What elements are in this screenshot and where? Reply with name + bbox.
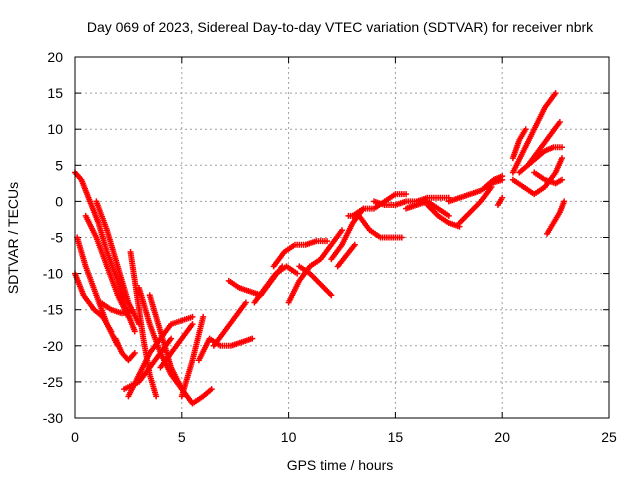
series-arc13 bbox=[125, 313, 196, 400]
data-points bbox=[72, 90, 568, 407]
data-point bbox=[168, 335, 175, 342]
data-point bbox=[339, 227, 345, 234]
y-tick-label: -20 bbox=[43, 338, 63, 354]
y-tick-label: 5 bbox=[55, 157, 63, 173]
series-arc29 bbox=[445, 176, 506, 205]
series-arc21 bbox=[296, 263, 335, 299]
data-point bbox=[499, 194, 506, 201]
series-arc30 bbox=[456, 183, 495, 227]
data-point bbox=[403, 191, 410, 198]
y-tick-label: 15 bbox=[47, 85, 63, 101]
series-arc16 bbox=[210, 299, 249, 349]
series-arc39 bbox=[544, 198, 568, 237]
data-point bbox=[189, 321, 196, 328]
series-arc23 bbox=[334, 241, 358, 270]
series-arc27 bbox=[403, 198, 452, 219]
data-point bbox=[324, 238, 331, 245]
series-arc11 bbox=[146, 292, 215, 407]
data-point bbox=[552, 90, 559, 97]
chart-title: Day 069 of 2023, Sidereal Day-to-day VTE… bbox=[87, 19, 594, 35]
x-tick-label: 5 bbox=[178, 429, 186, 445]
series-arc37 bbox=[509, 155, 566, 198]
data-point bbox=[153, 393, 160, 400]
series-arc05 bbox=[93, 198, 143, 328]
data-point bbox=[559, 144, 566, 151]
series-arc06 bbox=[97, 299, 136, 317]
series-arc28 bbox=[424, 202, 463, 230]
data-point bbox=[208, 386, 215, 393]
y-tick-label: 20 bbox=[47, 49, 63, 65]
x-tick-label: 20 bbox=[494, 429, 510, 445]
series-arc38 bbox=[531, 169, 566, 187]
x-tick-label: 10 bbox=[281, 429, 297, 445]
axis-ticks: 0 5 10 15 20 25 -30 -25 -20 -15 -10 -5 0 5 10 15 20 bbox=[43, 49, 617, 445]
series-arc12 bbox=[157, 321, 196, 371]
series-arc18 bbox=[251, 263, 301, 306]
data-point bbox=[398, 234, 405, 241]
x-tick-label: 0 bbox=[71, 429, 79, 445]
y-tick-label: -15 bbox=[43, 302, 63, 318]
series-arc24 bbox=[345, 212, 405, 241]
series-arc07 bbox=[112, 335, 138, 364]
series-arc31 bbox=[482, 173, 506, 190]
x-tick-label: 15 bbox=[388, 429, 404, 445]
series-arc17 bbox=[225, 263, 286, 299]
series-arc19 bbox=[270, 238, 331, 270]
series-arc32 bbox=[494, 194, 506, 209]
series-arc08 bbox=[127, 248, 160, 400]
data-point bbox=[351, 241, 358, 248]
data-point bbox=[328, 292, 335, 299]
data-point bbox=[294, 270, 301, 277]
grid-lines bbox=[75, 57, 609, 418]
y-tick-label: -10 bbox=[43, 266, 63, 282]
data-point bbox=[559, 176, 566, 183]
plot-frame bbox=[74, 56, 610, 419]
series-arc15 bbox=[195, 335, 256, 364]
y-tick-label: 10 bbox=[47, 121, 63, 137]
data-point bbox=[522, 126, 529, 133]
series-arc34 bbox=[509, 126, 529, 162]
x-tick-label: 25 bbox=[601, 429, 617, 445]
y-tick-label: -25 bbox=[43, 374, 63, 390]
series-arc25 bbox=[349, 191, 410, 219]
y-axis-label: SDTVAR / TECUs bbox=[5, 182, 21, 294]
y-tick-label: -30 bbox=[43, 410, 63, 426]
data-point bbox=[249, 335, 256, 342]
data-point bbox=[200, 313, 207, 320]
data-point bbox=[561, 198, 568, 205]
y-tick-label: -5 bbox=[51, 230, 64, 246]
series-arc03 bbox=[72, 270, 115, 335]
data-point bbox=[131, 350, 138, 357]
data-point bbox=[499, 173, 506, 180]
data-point bbox=[129, 306, 136, 313]
data-point bbox=[556, 118, 563, 125]
y-tick-label: 0 bbox=[55, 193, 63, 209]
data-point bbox=[125, 313, 132, 320]
series-arc14 bbox=[178, 313, 207, 400]
series-arc33 bbox=[509, 90, 559, 176]
data-point bbox=[242, 299, 249, 306]
data-point bbox=[131, 328, 138, 335]
x-axis-label: GPS time / hours bbox=[287, 457, 394, 473]
data-point bbox=[559, 155, 566, 162]
data-point bbox=[108, 328, 115, 335]
data-point bbox=[189, 313, 196, 320]
data-point bbox=[445, 212, 452, 219]
series-arc36 bbox=[524, 118, 563, 169]
